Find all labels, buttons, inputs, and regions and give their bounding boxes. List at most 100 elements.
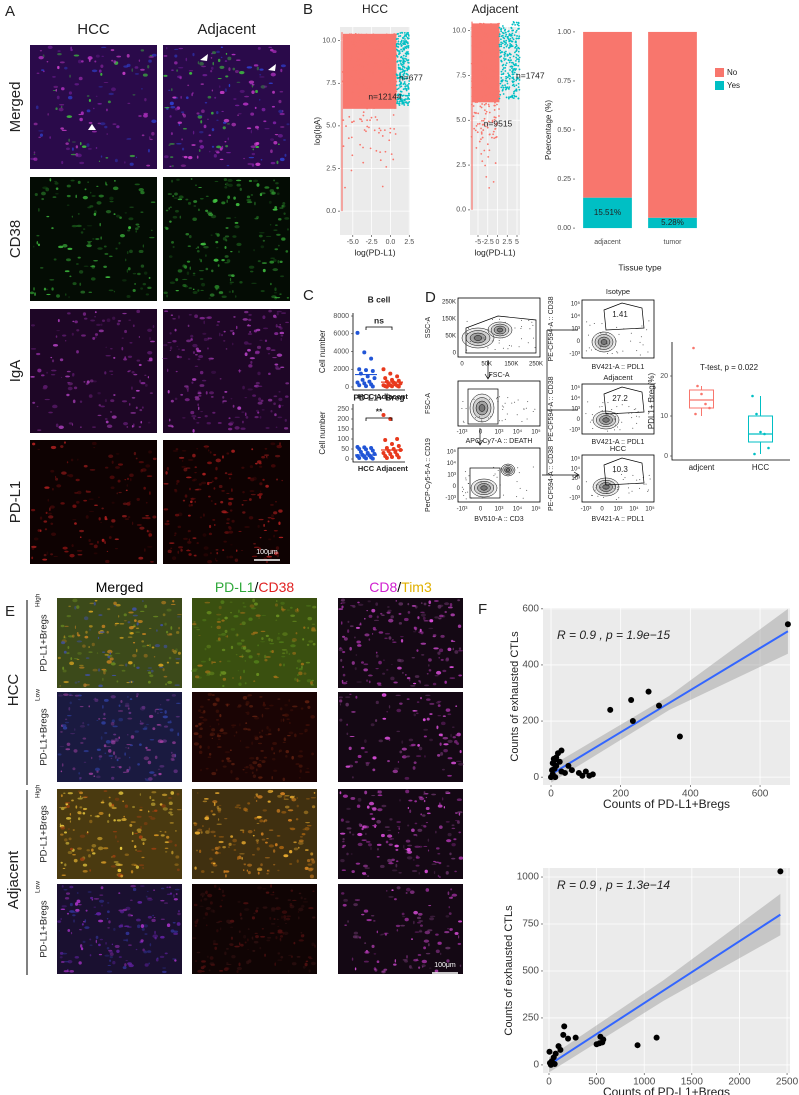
texture-spot — [261, 159, 263, 160]
event-dot — [632, 491, 633, 492]
density-texture — [398, 35, 400, 37]
texture-spot — [113, 187, 119, 191]
texture-spot — [211, 269, 213, 272]
texture-spot — [174, 197, 178, 198]
texture-spot — [256, 768, 257, 771]
texture-spot — [242, 841, 246, 844]
texture-spot — [243, 500, 248, 501]
density-texture — [489, 84, 491, 86]
texture-spot — [110, 525, 114, 527]
texture-spot — [254, 547, 259, 548]
density-texture — [373, 69, 375, 71]
texture-spot — [268, 638, 270, 641]
density-texture — [362, 41, 364, 43]
texture-spot — [245, 352, 248, 356]
flow-x-tick: 10³ — [495, 430, 504, 436]
texture-spot — [136, 157, 137, 158]
texture-spot — [401, 740, 403, 743]
density-texture — [475, 30, 477, 32]
texture-spot — [275, 316, 277, 318]
texture-spot — [74, 522, 77, 525]
texture-spot — [36, 105, 39, 109]
texture-spot — [94, 552, 98, 554]
event-dot — [624, 477, 625, 478]
density-texture — [405, 53, 407, 55]
texture-spot — [407, 848, 411, 851]
density-texture — [392, 60, 394, 62]
texture-spot — [170, 548, 172, 549]
texture-spot — [304, 898, 307, 899]
texture-spot — [404, 960, 408, 962]
texture-spot — [133, 273, 136, 274]
texture-spot — [249, 655, 253, 658]
texture-spot — [109, 197, 113, 201]
event-dot — [597, 496, 598, 497]
density-texture — [474, 81, 476, 83]
texture-spot — [369, 802, 374, 806]
texture-spot — [248, 364, 252, 368]
texture-spot — [189, 538, 190, 541]
density-texture — [387, 48, 389, 50]
texture-spot — [234, 849, 237, 850]
density-texture — [488, 93, 490, 95]
texture-spot — [202, 380, 206, 382]
texture-spot — [70, 903, 73, 906]
texture-spot — [230, 612, 232, 614]
texture-spot — [175, 514, 179, 517]
texture-spot — [205, 210, 208, 212]
texture-spot — [413, 834, 417, 836]
texture-spot — [56, 294, 60, 297]
texture-spot — [436, 949, 440, 953]
texture-spot — [148, 422, 151, 424]
density-texture — [380, 130, 382, 132]
texture-spot — [64, 635, 66, 638]
texture-spot — [236, 970, 238, 973]
texture-spot — [249, 180, 252, 182]
texture-spot — [223, 541, 227, 543]
density-texture — [516, 54, 518, 56]
texture-spot — [230, 602, 233, 603]
texture-spot — [292, 900, 297, 901]
texture-spot — [85, 684, 90, 686]
texture-spot — [313, 643, 316, 646]
texture-spot — [172, 741, 176, 744]
density-texture — [388, 81, 390, 83]
texture-spot — [410, 890, 415, 894]
texture-spot — [55, 476, 56, 479]
density-texture — [395, 40, 397, 42]
density-texture — [386, 101, 388, 103]
texture-spot — [68, 606, 71, 607]
texture-spot — [162, 794, 167, 796]
texture-spot — [261, 631, 266, 632]
texture-spot — [134, 283, 136, 285]
texture-spot — [149, 491, 151, 495]
density-texture — [498, 31, 500, 33]
micrograph-background — [30, 45, 157, 169]
texture-spot — [305, 700, 310, 703]
texture-spot — [133, 324, 135, 327]
texture-spot — [168, 797, 172, 799]
density-texture — [473, 55, 475, 57]
count-label: n=12144 — [368, 91, 402, 101]
texture-spot — [233, 197, 236, 200]
flow-y-tick: 10⁵ — [447, 449, 457, 456]
texture-spot — [292, 705, 298, 707]
flow-plot-frame — [582, 300, 654, 358]
texture-spot — [161, 834, 165, 836]
texture-spot — [376, 701, 379, 704]
texture-spot — [68, 792, 73, 794]
texture-spot — [111, 87, 116, 91]
texture-spot — [107, 970, 112, 972]
texture-spot — [247, 349, 251, 352]
texture-spot — [189, 72, 192, 75]
texture-spot — [132, 654, 136, 657]
row-label: PD-L1+Bregs — [39, 614, 50, 672]
texture-spot — [274, 332, 278, 335]
density-texture — [499, 44, 501, 46]
texture-spot — [262, 888, 266, 889]
texture-spot — [397, 929, 399, 932]
texture-spot — [189, 70, 193, 71]
texture-spot — [200, 516, 202, 518]
texture-spot — [232, 290, 234, 293]
texture-spot — [198, 355, 203, 358]
